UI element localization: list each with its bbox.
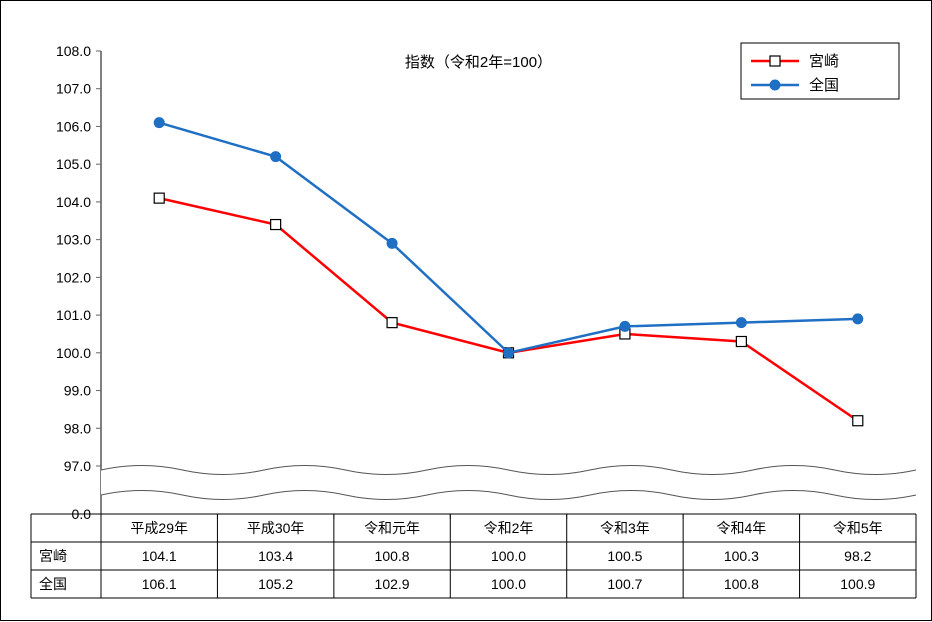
x-category-label: 令和5年 (833, 520, 883, 536)
series-marker (853, 416, 863, 426)
table-cell: 100.7 (607, 576, 642, 592)
series-marker (504, 348, 514, 358)
series-marker (387, 318, 397, 328)
table-cell: 98.2 (844, 548, 871, 564)
x-category-label: 令和元年 (364, 520, 420, 536)
series-marker (271, 152, 281, 162)
series-marker (620, 321, 630, 331)
y-tick-label: 99.0 (64, 383, 91, 399)
table-cell: 100.3 (724, 548, 759, 564)
x-category-label: 平成30年 (247, 520, 305, 536)
series-marker (387, 238, 397, 248)
series-marker (736, 318, 746, 328)
y-tick-label: 105.0 (56, 156, 91, 172)
table-cell: 100.8 (724, 576, 759, 592)
y-tick-label: 108.0 (56, 43, 91, 59)
x-category-label: 令和3年 (600, 520, 650, 536)
series-marker (853, 314, 863, 324)
table-cell: 102.9 (375, 576, 410, 592)
y-tick-label: 97.0 (64, 458, 91, 474)
series-marker (271, 220, 281, 230)
table-cell: 100.5 (607, 548, 642, 564)
x-category-label: 令和4年 (716, 520, 766, 536)
chart-frame: 0.097.098.099.0100.0101.0102.0103.0104.0… (0, 0, 932, 621)
y-tick-label: 106.0 (56, 118, 91, 134)
y-tick-label: 103.0 (56, 232, 91, 248)
x-category-label: 令和2年 (484, 520, 534, 536)
series-marker (736, 337, 746, 347)
y-tick-label: 100.0 (56, 345, 91, 361)
table-cell: 106.1 (142, 576, 177, 592)
table-cell: 103.4 (258, 548, 293, 564)
table-row-label: 宮崎 (39, 548, 67, 564)
table-cell: 100.8 (375, 548, 410, 564)
table-cell: 104.1 (142, 548, 177, 564)
table-cell: 100.0 (491, 548, 526, 564)
table-cell: 105.2 (258, 576, 293, 592)
y-tick-label: 98.0 (64, 420, 91, 436)
series-line (159, 123, 858, 353)
series-line (159, 198, 858, 421)
chart-svg: 0.097.098.099.0100.0101.0102.0103.0104.0… (1, 1, 932, 622)
chart-title: 指数（令和2年=100） (405, 54, 552, 71)
table-cell: 100.0 (491, 576, 526, 592)
y-tick-label: 102.0 (56, 269, 91, 285)
series-marker (154, 118, 164, 128)
y-tick-label: 107.0 (56, 81, 91, 97)
y-tick-label: 104.0 (56, 194, 91, 210)
legend-label: 全国 (809, 76, 839, 94)
table-row-label: 全国 (39, 576, 67, 592)
y-tick-label: 101.0 (56, 307, 91, 323)
x-category-label: 平成29年 (130, 520, 188, 536)
table-cell: 100.9 (840, 576, 875, 592)
series-marker (154, 193, 164, 203)
legend-label: 宮崎 (809, 53, 839, 70)
